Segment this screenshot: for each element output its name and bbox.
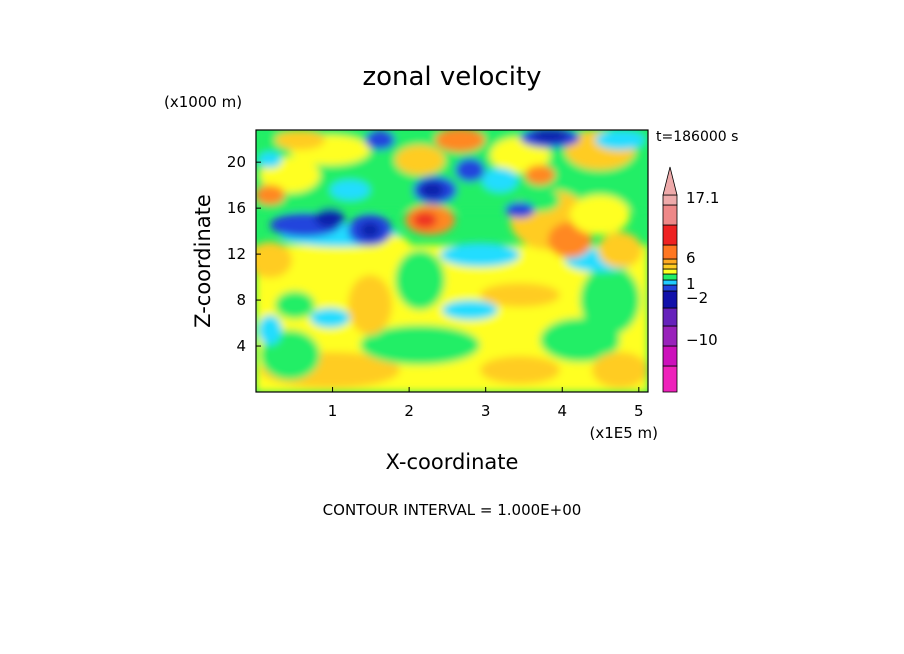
colorbar-band [662, 263, 678, 270]
field-patch [592, 352, 648, 388]
field-patch [258, 315, 282, 345]
field-patch [348, 275, 392, 335]
field-patch [413, 212, 437, 228]
field-patch [435, 130, 485, 152]
colorbar-band [662, 204, 678, 226]
y-tick-label: 4 [236, 337, 246, 355]
colorbar-band [662, 224, 678, 246]
colorbar-band [662, 365, 678, 393]
colorbar-band [662, 325, 678, 347]
field-patch [258, 152, 282, 168]
x-tick-label: 4 [557, 402, 567, 420]
colorbar-label: −10 [686, 331, 718, 349]
field-patch [570, 195, 630, 235]
colorbar-band [662, 258, 678, 265]
field-patch [525, 165, 555, 185]
y-tick-label: 12 [227, 245, 246, 263]
colorbar-arrow [662, 166, 678, 196]
x-tick-label: 5 [634, 402, 644, 420]
field-patch [455, 158, 485, 182]
field-patch [480, 283, 560, 307]
y-tick-label: 8 [236, 291, 246, 309]
y-tick-label: 20 [227, 153, 246, 171]
colorbar-band [662, 290, 678, 309]
field-patch [315, 208, 345, 228]
colorbar-band [662, 268, 678, 275]
colorbar-band [662, 279, 678, 286]
field-patch [310, 308, 350, 328]
contour-interval-label: CONTOUR INTERVAL = 1.000E+00 [323, 501, 582, 519]
field-patch [580, 265, 640, 335]
field-patch [395, 145, 445, 175]
colorbar-label: 6 [686, 249, 696, 267]
field-patch [360, 325, 480, 365]
x-tick-label: 1 [328, 402, 338, 420]
field-patch [598, 232, 642, 268]
colorbar-band [662, 194, 678, 206]
colorbar-band [662, 307, 678, 327]
field-patch [275, 130, 325, 150]
colorbar-label: 17.1 [686, 189, 719, 207]
x-tick-label: 2 [404, 402, 414, 420]
field-patch [360, 222, 380, 238]
y-axis-label: Z-coordinate [191, 194, 215, 328]
field-patch [532, 130, 568, 142]
field-patch [442, 300, 498, 320]
colorbar-label: 1 [686, 275, 696, 293]
y-tick-label: 16 [227, 199, 246, 217]
field-patch [395, 250, 445, 310]
field-patch [275, 291, 315, 319]
y-units-label: (x1000 m) [164, 93, 242, 111]
field-patch [482, 168, 518, 192]
chart-title: zonal velocity [362, 62, 541, 92]
field-patch [420, 182, 444, 198]
field-patch [365, 130, 395, 150]
x-axis-label: X-coordinate [386, 450, 519, 474]
plot-frame [255, 129, 649, 393]
contour-field [256, 130, 648, 392]
field-patch [480, 356, 560, 384]
x-axis: 1 2 3 4 5 [328, 387, 644, 420]
colorbar: 17.1 6 1−2 −10 [662, 166, 719, 393]
time-label: t=186000 s [656, 129, 738, 145]
field-patch [256, 185, 285, 205]
field-patch [330, 180, 370, 200]
field-patch [548, 222, 592, 258]
field-patch [256, 242, 292, 278]
field-patch [440, 243, 520, 267]
colorbar-band [662, 273, 678, 281]
field-patch [595, 130, 645, 150]
y-axis: 4 8 12 16 20 [227, 153, 261, 355]
colorbar-band [662, 244, 678, 260]
colorbar-band [662, 345, 678, 367]
x-tick-label: 3 [481, 402, 491, 420]
colorbar-band [662, 284, 678, 292]
colorbar-label: −2 [686, 289, 708, 307]
field-patch [505, 202, 535, 218]
x-units-label: (x1E5 m) [589, 424, 658, 442]
